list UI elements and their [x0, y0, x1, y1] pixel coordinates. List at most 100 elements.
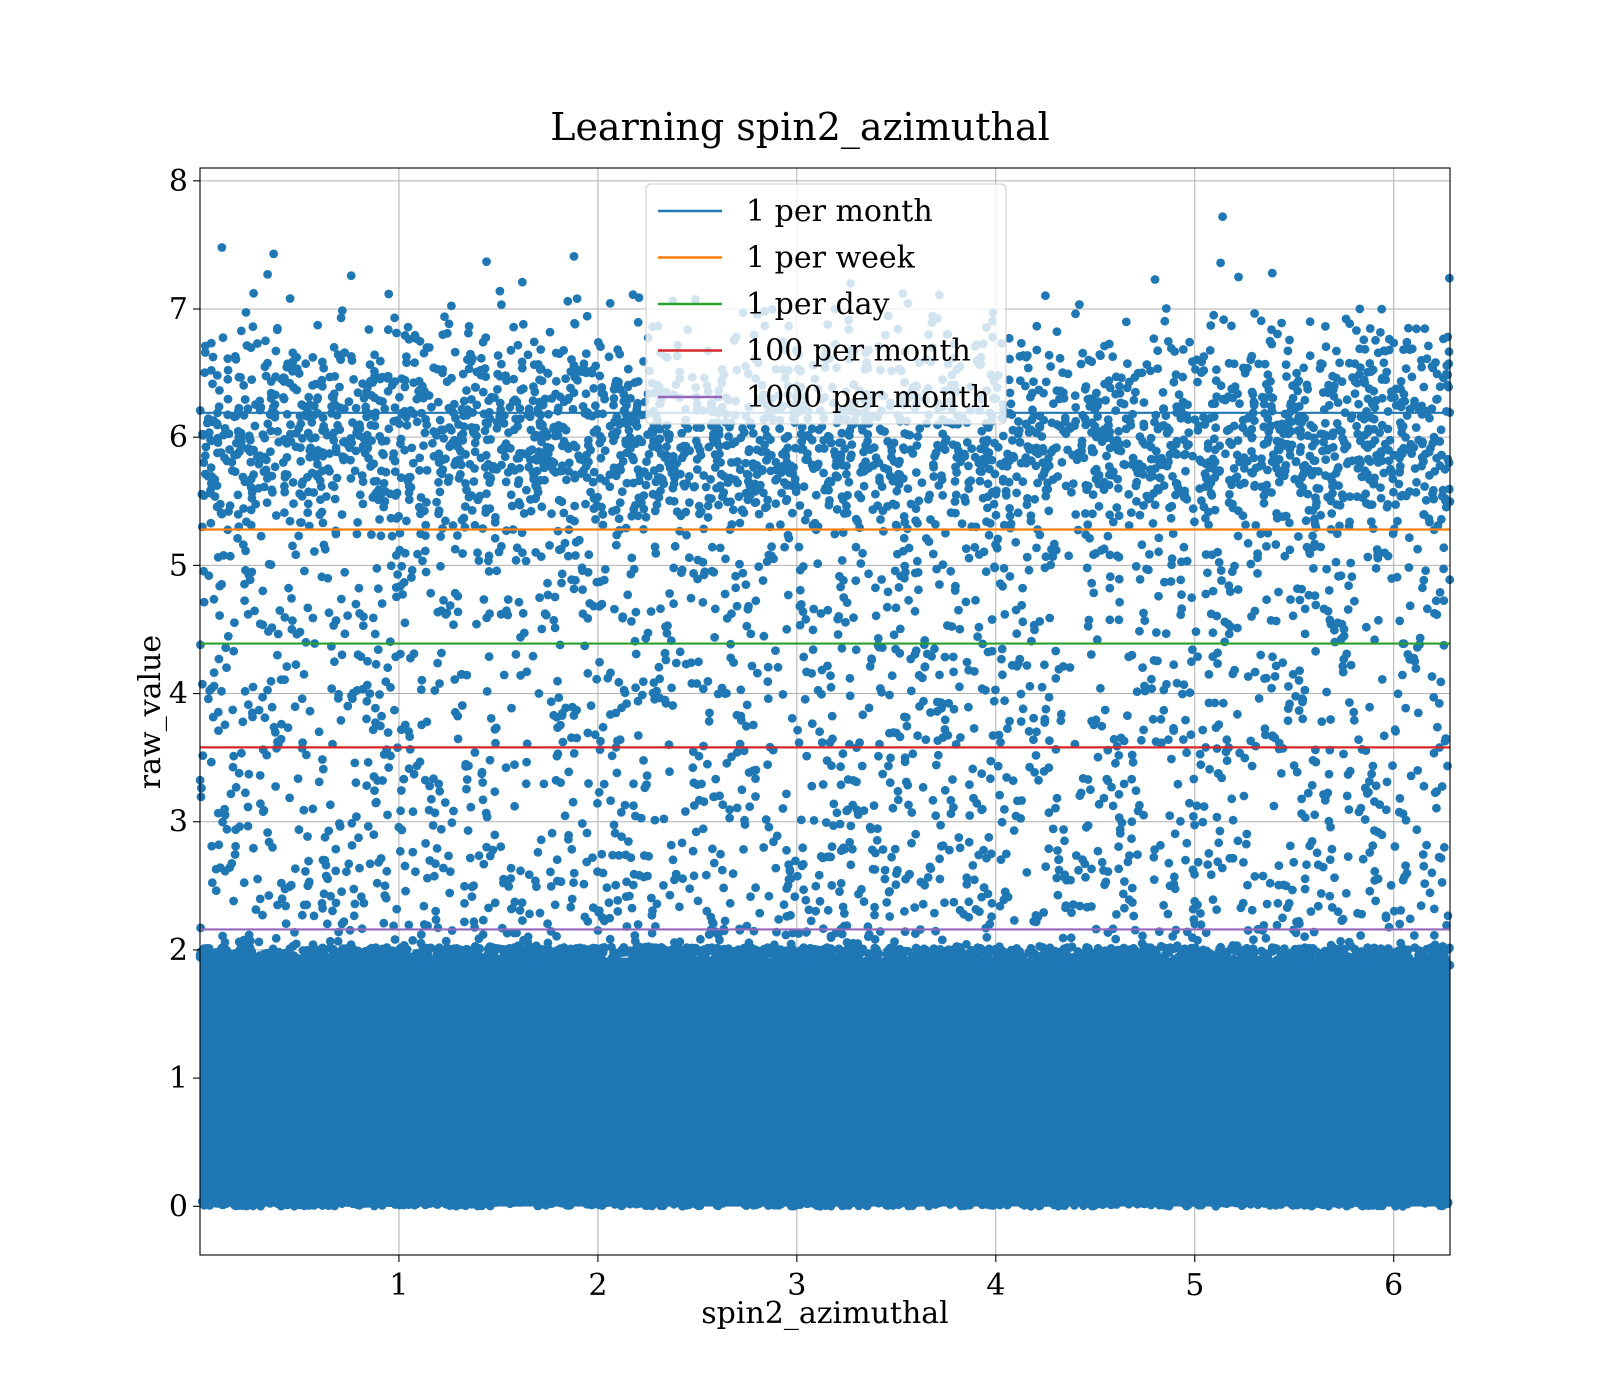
- scatter-point: [276, 734, 286, 744]
- scatter-point: [918, 899, 928, 909]
- scatter-point: [343, 701, 353, 711]
- scatter-point: [552, 960, 562, 970]
- scatter-point: [1253, 955, 1262, 965]
- scatter-point: [1139, 810, 1148, 820]
- scatter-point: [748, 429, 758, 438]
- scatter-point: [1412, 477, 1421, 487]
- scatter-point: [521, 779, 531, 789]
- scatter-point: [931, 811, 941, 821]
- scatter-point: [281, 901, 291, 911]
- scatter-point: [1439, 842, 1449, 852]
- scatter-point: [436, 561, 445, 571]
- scatter-point: [1179, 542, 1189, 552]
- scatter-point: [1092, 635, 1102, 645]
- scatter-point: [864, 569, 873, 579]
- scatter-point: [383, 810, 392, 820]
- scatter-point: [340, 567, 350, 577]
- scatter-point: [1144, 565, 1153, 575]
- scatter-point: [1195, 749, 1205, 759]
- scatter-point: [1046, 950, 1055, 960]
- scatter-point: [655, 674, 665, 684]
- scatter-point: [919, 944, 929, 954]
- scatter-point: [985, 919, 995, 929]
- scatter-point: [544, 952, 553, 962]
- scatter-point: [457, 701, 467, 710]
- scatter-point: [401, 886, 410, 896]
- scatter-point: [695, 946, 705, 955]
- scatter-point: [1308, 959, 1318, 969]
- scatter-point: [777, 488, 786, 498]
- scatter-point: [1124, 521, 1134, 530]
- scatter-point: [667, 945, 676, 955]
- scatter-point: [408, 847, 418, 857]
- scatter-point: [375, 690, 384, 699]
- scatter-point: [606, 796, 615, 805]
- scatter-point: [961, 597, 971, 607]
- scatter-point: [638, 677, 648, 686]
- scatter-point: [1051, 803, 1060, 813]
- scatter-point: [230, 618, 239, 627]
- scatter-point: [1127, 650, 1137, 660]
- scatter-point: [1263, 370, 1273, 380]
- scatter-point: [1169, 872, 1179, 882]
- scatter-point: [1432, 803, 1441, 813]
- scatter-point: [369, 1201, 379, 1211]
- scatter-point: [1287, 1197, 1296, 1207]
- scatter-point: [407, 443, 417, 453]
- scatter-point: [813, 559, 823, 568]
- scatter-point: [840, 909, 849, 918]
- scatter-point: [1212, 905, 1221, 914]
- scatter-point: [423, 873, 432, 883]
- scatter-point: [1201, 550, 1211, 559]
- scatter-point: [479, 595, 489, 604]
- scatter-point: [1204, 957, 1214, 967]
- scatter-point: [223, 394, 233, 404]
- scatter-point: [231, 782, 241, 792]
- scatter-point: [1218, 698, 1228, 708]
- scatter-point: [857, 884, 866, 894]
- scatter-point: [1159, 900, 1168, 910]
- scatter-point: [797, 861, 807, 871]
- scatter-point: [1239, 464, 1249, 473]
- scatter-point: [809, 604, 819, 614]
- scatter-point: [684, 553, 694, 563]
- scatter-point: [1347, 572, 1357, 582]
- scatter-point: [271, 933, 281, 943]
- scatter-point: [782, 912, 792, 921]
- scatter-point: [240, 395, 250, 404]
- scatter-point: [801, 895, 811, 905]
- scatter-point: [377, 711, 386, 721]
- scatter-point: [200, 348, 210, 357]
- scatter-point: [402, 358, 411, 368]
- scatter-point: [271, 346, 281, 356]
- scatter-point: [405, 732, 415, 742]
- scatter-point: [1012, 629, 1022, 639]
- scatter-point: [799, 885, 808, 895]
- scatter-point: [371, 659, 381, 669]
- scatter-point: [235, 822, 245, 831]
- scatter-point: [233, 510, 243, 519]
- scatter-point: [1265, 878, 1275, 888]
- scatter-point: [921, 735, 931, 744]
- scatter-point: [986, 774, 995, 784]
- scatter-point: [610, 828, 620, 838]
- scatter-point: [1070, 391, 1080, 400]
- scatter-point: [437, 648, 446, 658]
- scatter-point: [390, 705, 399, 715]
- scatter-point: [793, 725, 802, 735]
- scatter-point: [903, 484, 913, 493]
- scatter-point: [1345, 766, 1355, 776]
- scatter-point: [1176, 575, 1186, 585]
- scatter-point: [1214, 720, 1224, 730]
- scatter-point: [1001, 849, 1011, 859]
- scatter-point: [1123, 711, 1132, 720]
- scatter-point: [1231, 956, 1240, 965]
- scatter-point: [802, 751, 812, 761]
- scatter-point: [351, 599, 361, 609]
- scatter-point: [1055, 1198, 1064, 1207]
- scatter-point: [1022, 661, 1032, 670]
- scatter-point: [794, 738, 804, 748]
- scatter-point: [1071, 309, 1080, 319]
- scatter-point: [1054, 855, 1064, 864]
- scatter-point: [1140, 616, 1150, 625]
